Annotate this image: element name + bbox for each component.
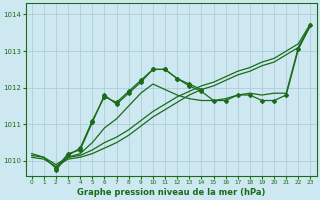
X-axis label: Graphe pression niveau de la mer (hPa): Graphe pression niveau de la mer (hPa) [77,188,265,197]
